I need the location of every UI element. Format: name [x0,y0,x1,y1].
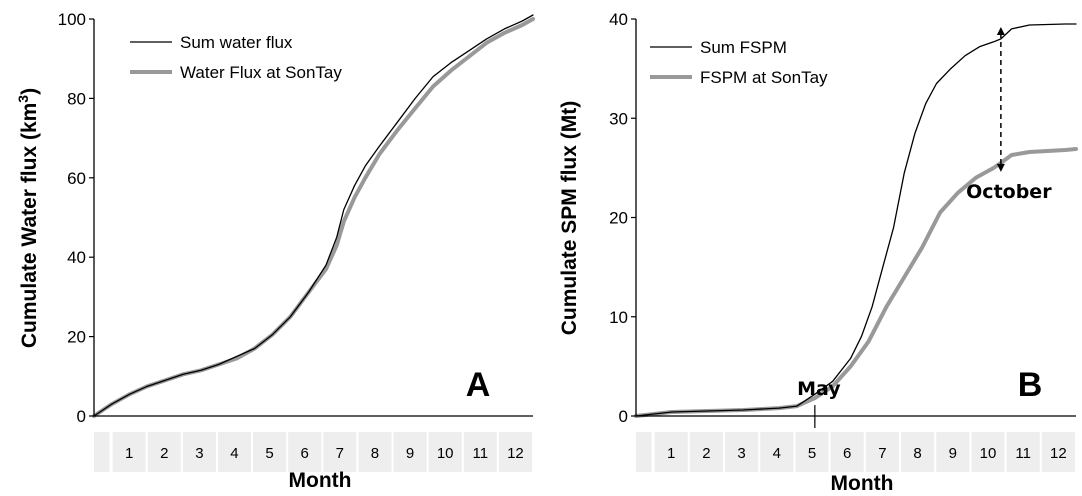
month-box [182,432,216,472]
month-box [253,432,287,472]
month-box [830,432,864,472]
y-ticks-a: 0 20 40 60 80 100 [58,10,94,426]
month-box [428,432,462,472]
y-tick-label: 60 [67,169,86,188]
y-axis-title-a-sup: 3 [15,95,31,103]
legend-label: Sum water flux [180,33,293,52]
month-box [760,432,794,472]
month-label: 5 [808,445,816,462]
month-box [288,432,322,472]
month-label: 10 [980,445,997,462]
october-arrow-head-top [996,26,1005,35]
month-box [654,432,688,472]
month-box [971,432,1005,472]
series-line-sum-fspm [635,23,1077,417]
month-label: 2 [702,445,710,462]
y-tick-label: 40 [609,10,628,29]
month-label: 11 [1015,445,1031,462]
y-tick-label: 20 [609,209,628,228]
month-bar-b: 1 2 3 4 5 6 7 8 9 10 11 12 [636,432,1075,472]
month-label: 3 [195,445,203,462]
annotations-b: May October [797,26,1052,428]
month-label: 2 [160,445,168,462]
legend-label: FSPM at SonTay [700,68,828,87]
month-box [112,432,146,472]
month-label: 9 [949,445,957,462]
y-ticks-b: 0 10 20 30 40 [609,10,636,426]
month-label: 8 [913,445,921,462]
month-box [323,432,357,472]
legend-label: Water Flux at SonTay [180,63,342,82]
y-tick-label: 0 [619,407,628,426]
month-box [498,432,532,472]
month-box [1006,432,1040,472]
month-label: 8 [371,445,379,462]
month-label: 12 [1050,445,1067,462]
series-group-a [92,14,535,418]
month-label: 9 [406,445,414,462]
month-box [463,432,497,472]
annotation-may: May [797,378,841,400]
month-label: 4 [230,445,238,462]
month-box [865,432,899,472]
month-label: 6 [301,445,309,462]
panel-letter-b: B [1018,366,1043,404]
y-tick-label: 100 [58,10,86,29]
month-label: 1 [667,445,675,462]
month-label: 12 [507,445,524,462]
month-box [901,432,935,472]
y-tick-label: 30 [609,109,628,128]
october-arrow-head-bottom [996,163,1005,172]
y-tick-label: 20 [67,328,86,347]
month-label: 11 [473,445,489,462]
y-tick-label: 80 [67,89,86,108]
month-box [725,432,759,472]
month-box [358,432,392,472]
month-box [393,432,427,472]
x-axis-title-a: Month [289,469,352,492]
month-label: 7 [336,445,344,462]
month-label: 1 [125,445,133,462]
month-box [936,432,970,472]
y-axis-title-a-main: Cumulate Water flux (km [18,103,41,348]
y-axis-title-b: Cumulate SPM flux (Mt) [558,101,581,336]
month-label: 5 [265,445,273,462]
legend-label: Sum FSPM [700,38,787,57]
annotation-october: October [966,181,1052,203]
month-box [689,432,723,472]
panel-letter-a: A [466,366,491,404]
y-axis-title-a: Cumulate Water flux (km3) [15,88,41,348]
month-box [1041,432,1075,472]
month-label: 6 [843,445,851,462]
y-tick-label: 10 [609,308,628,327]
month-box [217,432,252,472]
month-bar-a: 1 2 3 4 5 6 7 8 9 10 11 12 [94,432,532,472]
y-tick-label: 0 [77,407,86,426]
month-label: 4 [773,445,781,462]
month-label: 10 [437,445,454,462]
legend-b: Sum FSPM FSPM at SonTay [650,38,828,87]
month-box [94,432,110,472]
legend-a: Sum water flux Water Flux at SonTay [130,33,342,82]
series-group-b [634,23,1078,418]
series-line-sum-water-flux [93,14,534,417]
axes-a [93,19,533,417]
x-axis-title-b: Month [831,472,894,495]
month-box [147,432,181,472]
month-box [636,432,652,472]
month-box [795,432,829,472]
month-label: 7 [878,445,886,462]
y-axis-title-a-end: ) [18,88,41,95]
y-tick-label: 40 [67,248,86,267]
month-label: 3 [737,445,745,462]
